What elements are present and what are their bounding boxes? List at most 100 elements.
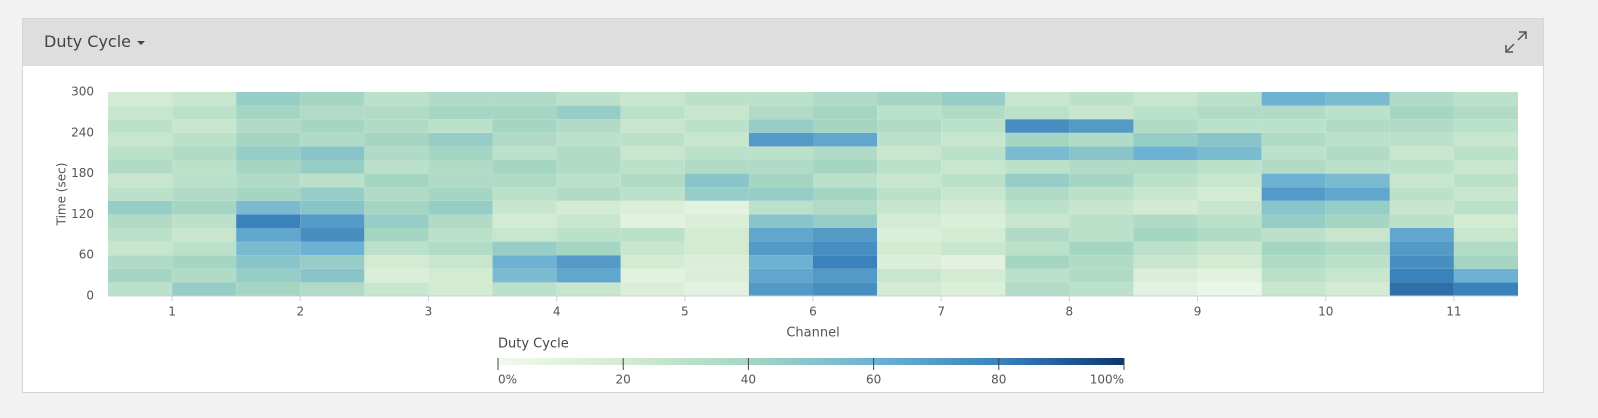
heatmap-cell <box>172 214 237 228</box>
heatmap-cell <box>108 214 173 228</box>
heatmap-cell <box>108 282 173 296</box>
heatmap-cell <box>1069 132 1134 147</box>
heatmap-cell <box>1261 132 1326 147</box>
heatmap-cell <box>620 160 685 174</box>
heatmap-cell <box>684 160 749 174</box>
heatmap-cell <box>813 160 878 174</box>
heatmap-cell <box>556 228 621 242</box>
heatmap-cell <box>1069 255 1134 269</box>
heatmap-cell <box>941 173 1006 188</box>
heatmap-cell <box>428 160 493 174</box>
y-axis-label: Time (sec) <box>55 163 69 227</box>
heatmap-cell <box>1261 241 1326 256</box>
panel-title[interactable]: Duty Cycle <box>44 32 132 51</box>
heatmap-cell <box>684 173 749 188</box>
x-tick-label: 6 <box>809 305 817 319</box>
heatmap-cell <box>1133 255 1198 269</box>
colorbar-tick-label: 0% <box>498 373 517 387</box>
heatmap-cell <box>108 92 173 106</box>
heatmap-cell <box>236 187 301 201</box>
heatmap-cell <box>364 105 429 120</box>
heatmap-cell <box>364 173 429 188</box>
heatmap-cell <box>108 146 173 160</box>
heatmap-cell <box>620 214 685 228</box>
heatmap-cell <box>877 228 942 242</box>
heatmap-cell <box>748 119 813 133</box>
heatmap-cell <box>1197 268 1262 283</box>
heatmap-cell <box>1325 241 1390 256</box>
heatmap-cell <box>1325 132 1390 147</box>
heatmap-cell <box>1133 173 1198 188</box>
heatmap-cell <box>172 200 237 215</box>
heatmap-cell <box>428 146 493 160</box>
heatmap-cell <box>748 228 813 242</box>
heatmap-cell <box>1261 214 1326 228</box>
heatmap-cell <box>941 214 1006 228</box>
heatmap-cell <box>1197 200 1262 215</box>
colorbar-title: Duty Cycle <box>498 337 569 352</box>
heatmap-cell <box>941 255 1006 269</box>
heatmap-cell <box>1133 105 1198 120</box>
heatmap-cell <box>108 173 173 188</box>
heatmap-cell <box>1325 228 1390 242</box>
heatmap-cell <box>428 255 493 269</box>
heatmap-cell <box>300 187 365 201</box>
heatmap-cell <box>1261 173 1326 188</box>
heatmap-cell <box>300 160 365 174</box>
heatmap-cell <box>1197 119 1262 133</box>
heatmap-cell <box>556 255 621 269</box>
heatmap-cell <box>1069 200 1134 215</box>
heatmap-cell <box>556 146 621 160</box>
heatmap-cell <box>428 92 493 106</box>
heatmap-cell <box>1325 200 1390 215</box>
caret[interactable] <box>136 39 146 47</box>
heatmap-cell <box>813 173 878 188</box>
heatmap-cell <box>364 214 429 228</box>
heatmap-cell <box>941 119 1006 133</box>
heatmap-cell <box>1197 146 1262 160</box>
heatmap-cell <box>236 228 301 242</box>
heatmap-cell <box>556 173 621 188</box>
heatmap-cell <box>1261 255 1326 269</box>
heatmap-cell <box>941 146 1006 160</box>
heatmap-cell <box>1261 119 1326 133</box>
heatmap-cell <box>877 119 942 133</box>
heatmap-cell <box>941 241 1006 256</box>
heatmap-cell <box>748 160 813 174</box>
heatmap-cell <box>1261 160 1326 174</box>
heatmap-cell <box>1069 228 1134 242</box>
panel-title-dropdown[interactable]: Duty Cycle <box>44 32 146 51</box>
heatmap-cell <box>108 241 173 256</box>
colorbar-tick-label: 40 <box>741 373 756 387</box>
colorbar-tick-label: 80 <box>991 373 1006 387</box>
heatmap-cell <box>1325 173 1390 188</box>
expand-button[interactable] <box>1503 29 1529 55</box>
heatmap-cell <box>1069 268 1134 283</box>
heatmap-cell <box>1133 228 1198 242</box>
heatmap-cell <box>364 282 429 296</box>
heatmap-cell <box>556 282 621 296</box>
heatmap-cell <box>684 241 749 256</box>
heatmap-cell <box>1389 119 1454 133</box>
heatmap-cell <box>1133 119 1198 133</box>
heatmap-cell <box>1005 214 1070 228</box>
heatmap-cell <box>1197 105 1262 120</box>
heatmap-cell <box>1133 187 1198 201</box>
panel-header: Duty Cycle <box>23 19 1543 66</box>
heatmap-cell <box>556 200 621 215</box>
heatmap-cell <box>620 92 685 106</box>
heatmap-cell <box>236 200 301 215</box>
heatmap-cell <box>1261 228 1326 242</box>
heatmap-cell <box>877 132 942 147</box>
heatmap-cell <box>492 268 557 283</box>
heatmap-cell <box>1197 92 1262 106</box>
y-tick-label: 60 <box>79 248 94 262</box>
heatmap-cell <box>620 282 685 296</box>
heatmap-cell <box>1389 173 1454 188</box>
heatmap-cell <box>1453 241 1518 256</box>
heatmap-cell <box>1453 187 1518 201</box>
heatmap-cell <box>1197 173 1262 188</box>
heatmap-cell <box>877 105 942 120</box>
heatmap-cell <box>236 173 301 188</box>
heatmap-cell <box>428 241 493 256</box>
